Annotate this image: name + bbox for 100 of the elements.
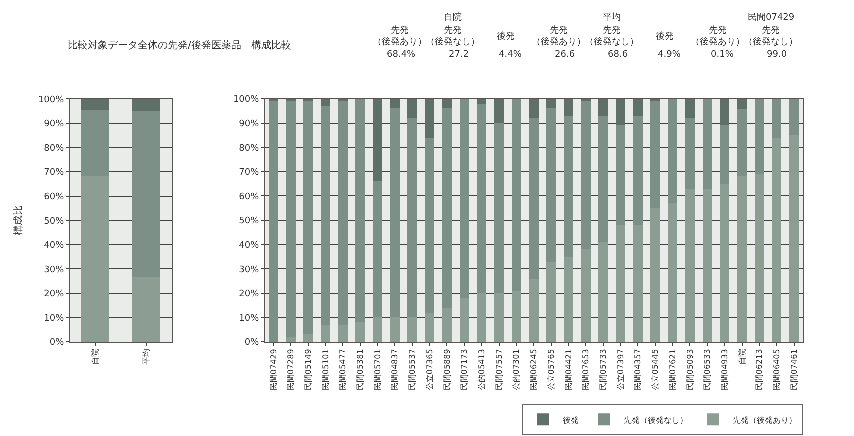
bar [598, 242, 608, 342]
legend-label: 先発（後発なし） [624, 416, 688, 425]
bar [442, 308, 452, 342]
bar [286, 337, 296, 342]
bar [373, 182, 383, 318]
x-tick-label: 平均 [142, 349, 152, 366]
x-tick-label: 自院 [91, 349, 100, 366]
bar [668, 99, 678, 204]
y-tick-label: 40% [239, 240, 260, 251]
bar [408, 99, 418, 118]
bar [512, 290, 522, 342]
y-tick-label: 100% [233, 95, 260, 106]
x-tick-label: 民間07289 [286, 349, 296, 391]
x-tick-label: 民間05381 [356, 349, 366, 391]
bar [408, 118, 418, 318]
bar [668, 203, 678, 342]
y-tick-label: 10% [239, 314, 260, 324]
y-tick-label: 50% [44, 216, 65, 227]
bar [685, 99, 695, 118]
bar [356, 322, 366, 342]
bar [737, 176, 748, 342]
bar [598, 116, 608, 242]
text: 平均 [603, 12, 621, 23]
x-tick-label: 公的07301 [512, 349, 522, 391]
legend-label: 後発 [563, 416, 579, 425]
y-tick-label: 20% [239, 290, 260, 300]
bar [529, 118, 539, 279]
y-tick-label: 10% [44, 314, 65, 324]
bar [460, 298, 470, 342]
bar [494, 123, 504, 294]
bar [685, 188, 695, 342]
bar [737, 99, 748, 110]
y-tick-label: 30% [239, 265, 260, 276]
bar [268, 101, 278, 342]
x-tick-label: 民間07621 [668, 349, 678, 391]
bar [338, 101, 348, 325]
bar [702, 188, 712, 342]
bar [356, 99, 366, 323]
x-tick-label: 公立07365 [425, 349, 434, 391]
x-tick-label: 民間04421 [564, 349, 574, 391]
bar [772, 99, 782, 138]
bar [132, 110, 161, 278]
bar [581, 101, 591, 250]
y-tick-label: 100% [38, 95, 65, 106]
x-tick-label: 民間06405 [772, 349, 782, 391]
bar [408, 318, 418, 342]
bar [320, 99, 331, 106]
bar [425, 312, 435, 342]
x-tick-label: 民間05537 [408, 349, 418, 391]
y-tick-label: 90% [44, 120, 65, 130]
bar [650, 101, 660, 208]
bar [304, 334, 314, 342]
x-tick-label: 民間05701 [373, 349, 382, 391]
text: 先発（後発なし） [426, 25, 480, 48]
y-tick-label: 70% [239, 168, 260, 178]
bar [286, 101, 296, 338]
bar [320, 106, 331, 325]
y-tick-label: 60% [44, 192, 65, 202]
bar [425, 138, 435, 313]
text: 先発（後発あり） [373, 25, 427, 48]
x-tick-label: 民間05733 [599, 349, 608, 391]
text: 4.4% [499, 50, 522, 60]
x-tick-label: 民間04357 [634, 349, 643, 391]
x-tick-label: 公立05765 [546, 349, 556, 391]
bar [616, 225, 626, 342]
legend-label: 先発（後発あり） [733, 416, 797, 425]
text: 0.1% [711, 50, 734, 60]
bar [494, 99, 504, 124]
text: 68.4% [387, 50, 416, 60]
bar [772, 138, 782, 342]
bar [737, 110, 748, 176]
x-tick-label: 民間05093 [686, 349, 695, 391]
text: 民間07429 [748, 12, 795, 23]
bar [390, 108, 400, 318]
bar [81, 110, 110, 176]
bar [581, 250, 591, 342]
text: 68.6 [608, 50, 628, 60]
y-tick-label: 70% [44, 168, 65, 178]
bar [633, 116, 643, 226]
bar [529, 99, 539, 118]
text: 後発 [656, 31, 674, 42]
text: 先発（後発なし） [585, 25, 639, 48]
x-tick-label: 民間06213 [755, 349, 764, 391]
bar [81, 176, 110, 342]
bar [373, 99, 383, 182]
text: 後発 [497, 31, 515, 42]
x-tick-label: 民間04933 [720, 349, 730, 391]
bar [616, 99, 626, 126]
y-tick-label: 80% [44, 144, 65, 154]
x-tick-label: 民間07461 [790, 349, 799, 391]
y-tick-label: 80% [239, 144, 260, 154]
x-tick-label: 公立05445 [651, 349, 660, 391]
x-tick-label: 公的05413 [478, 349, 487, 391]
bar [425, 99, 435, 138]
y-tick-label: 50% [239, 216, 260, 227]
bar [477, 293, 487, 342]
bar [132, 99, 161, 111]
bar [494, 293, 504, 342]
x-tick-label: 民間05101 [321, 349, 330, 391]
bar [373, 318, 383, 342]
